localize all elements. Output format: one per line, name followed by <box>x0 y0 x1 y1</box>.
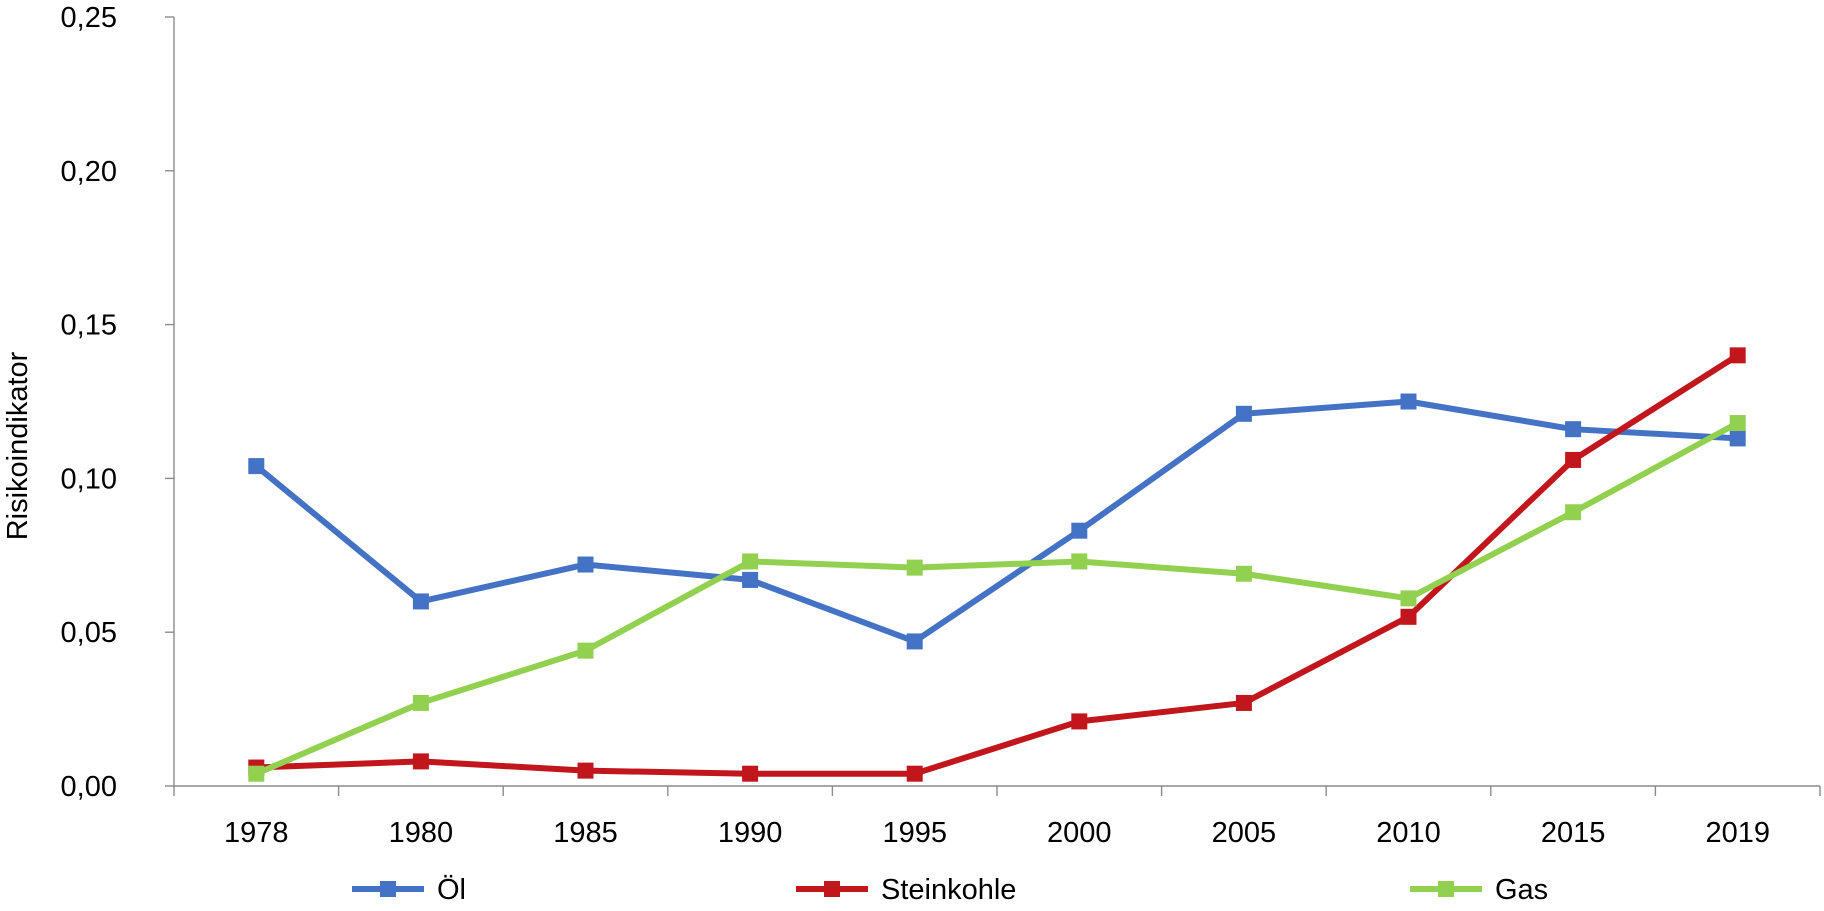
series-2 <box>248 415 1746 782</box>
data-point-marker <box>412 753 429 770</box>
y-tick-label: 0,25 <box>61 2 117 34</box>
data-point-marker <box>742 571 759 588</box>
data-point-marker <box>1071 522 1088 539</box>
data-point-marker <box>742 765 759 782</box>
axes: 0,00 0,05 0,10 0,15 0,20 0,25 1978 1980 1985 1990… <box>61 2 1821 849</box>
x-tick-label: 1985 <box>553 817 618 849</box>
x-tick-label: 1978 <box>224 817 289 849</box>
series-0 <box>248 393 1746 650</box>
x-tick-label: 2005 <box>1212 817 1277 849</box>
data-point-marker <box>248 458 265 475</box>
y-tick-label: 0,10 <box>61 463 117 495</box>
data-point-marker <box>1400 590 1417 607</box>
series-line <box>253 352 1741 777</box>
data-point-marker <box>1565 504 1582 521</box>
data-point-marker <box>906 559 923 576</box>
data-point-marker <box>1565 451 1582 468</box>
y-tick-label: 0,20 <box>61 156 117 188</box>
y-tick-label: 0,05 <box>61 617 117 649</box>
series-lines <box>248 347 1746 782</box>
x-tick-label: 2000 <box>1047 817 1112 849</box>
data-point-marker <box>577 762 594 779</box>
x-tick-label: 2015 <box>1541 817 1606 849</box>
series-line <box>253 420 1741 777</box>
legend-item: Öl <box>352 874 466 906</box>
data-point-marker <box>412 593 429 610</box>
data-point-marker <box>412 694 429 711</box>
data-point-marker <box>1071 713 1088 730</box>
y-tick-label: 0,15 <box>61 310 117 342</box>
legend-marker-swatch <box>1438 881 1454 897</box>
data-point-marker <box>1235 565 1252 582</box>
data-point-marker <box>1729 430 1746 447</box>
data-point-marker <box>1235 405 1252 422</box>
legend-marker-swatch <box>380 881 396 897</box>
data-point-marker <box>1235 694 1252 711</box>
data-point-marker <box>1729 347 1746 364</box>
data-point-marker <box>906 633 923 650</box>
data-point-marker <box>906 765 923 782</box>
legend-label: Steinkohle <box>881 874 1016 906</box>
legend-marker-swatch <box>824 881 840 897</box>
data-point-marker <box>1400 608 1417 625</box>
x-tick-label: 2019 <box>1705 817 1770 849</box>
x-tick-label: 1980 <box>389 817 454 849</box>
legend-label: Öl <box>437 874 466 906</box>
series-line <box>253 398 1741 645</box>
data-point-marker <box>577 642 594 659</box>
data-point-marker <box>248 765 265 782</box>
data-point-marker <box>1565 421 1582 438</box>
legend-item: Steinkohle <box>796 874 1016 906</box>
x-tick-label: 1990 <box>718 817 783 849</box>
data-point-marker <box>1729 415 1746 432</box>
legend-label: Gas <box>1495 874 1548 906</box>
data-point-marker <box>1400 393 1417 410</box>
x-tick-label: 2010 <box>1376 817 1441 849</box>
y-tick-label: 0,00 <box>61 771 117 803</box>
data-point-marker <box>577 556 594 573</box>
y-axis-title: Risikoindikator <box>2 351 34 540</box>
data-point-marker <box>742 553 759 570</box>
x-tick-label: 1995 <box>882 817 947 849</box>
data-point-marker <box>1071 553 1088 570</box>
legend-item: Gas <box>1410 874 1548 906</box>
legend: Öl Steinkohle Gas <box>352 874 1548 906</box>
